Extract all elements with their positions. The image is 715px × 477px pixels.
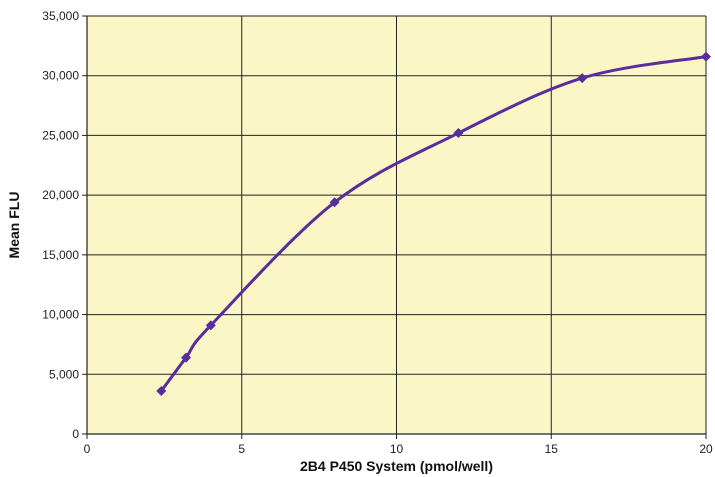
y-tick-label: 35,000 bbox=[42, 9, 79, 23]
x-axis-title: 2B4 P450 System (pmol/well) bbox=[300, 458, 493, 474]
axes: 0 5,000 10,000 15,000 20,000 25,000 30,000 35,0… bbox=[42, 9, 713, 456]
y-tick-label: 0 bbox=[72, 427, 79, 441]
data-point-marker bbox=[453, 128, 464, 139]
data-point-marker bbox=[701, 51, 711, 62]
data-point-marker bbox=[205, 320, 216, 331]
x-tick-label: 0 bbox=[84, 442, 91, 456]
y-tick-label: 10,000 bbox=[42, 308, 79, 322]
data-point-marker bbox=[577, 73, 588, 84]
y-tick-label: 20,000 bbox=[42, 188, 79, 202]
y-tick-label: 25,000 bbox=[42, 128, 79, 142]
y-tick-label: 15,000 bbox=[42, 248, 79, 262]
data-point-marker bbox=[329, 197, 340, 208]
y-tick-label: 5,000 bbox=[49, 367, 79, 381]
x-tick-label: 20 bbox=[699, 442, 713, 456]
x-tick-label: 10 bbox=[390, 442, 404, 456]
x-tick-label: 5 bbox=[238, 442, 245, 456]
gridlines bbox=[87, 15, 707, 434]
data-point-marker bbox=[156, 386, 167, 397]
series bbox=[156, 51, 711, 397]
y-axis-title: Mean FLU bbox=[6, 192, 22, 259]
x-tick-label: 15 bbox=[545, 442, 559, 456]
y-tick-label: 30,000 bbox=[42, 69, 79, 83]
data-point-marker bbox=[181, 352, 192, 363]
